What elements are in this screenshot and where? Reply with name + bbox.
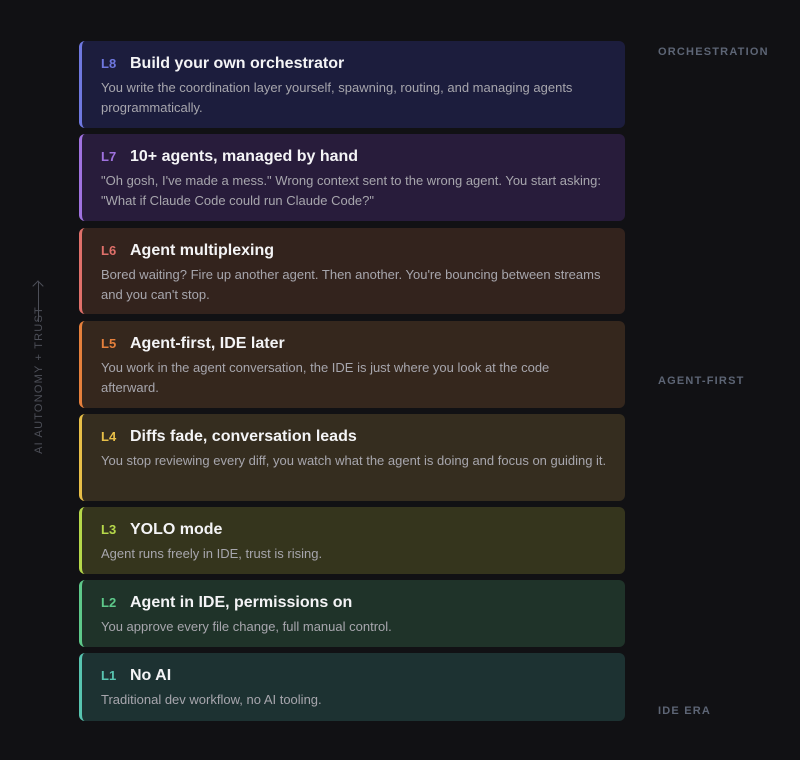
level-description: You write the coordination layer yoursel… [101, 80, 573, 115]
level-description: You approve every file change, full manu… [101, 619, 392, 634]
level-description: You work in the agent conversation, the … [101, 360, 550, 395]
level-card-l6: L6 Agent multiplexing Bored waiting? Fire … [79, 228, 625, 314]
card-header: L3 YOLO mode [101, 521, 607, 539]
axis-label: AI AUTONOMY + TRUST [33, 306, 45, 454]
level-badge: L1 [101, 668, 117, 683]
card-header: L1 No AI [101, 667, 607, 685]
level-description: Traditional dev workflow, no AI tooling. [101, 692, 322, 707]
card-header: L2 Agent in IDE, permissions on [101, 594, 607, 612]
level-title: 10+ agents, managed by hand [130, 148, 359, 165]
level-title: Agent multiplexing [130, 242, 274, 259]
card-header: L8 Build your own orchestrator [101, 55, 607, 73]
level-title: Build your own orchestrator [130, 55, 345, 72]
card-header: L5 Agent-first, IDE later [101, 335, 607, 353]
level-badge: L6 [101, 243, 117, 258]
level-card-l1: L1 No AI Traditional dev workflow, no AI t… [79, 653, 625, 721]
level-badge: L4 [101, 429, 117, 444]
level-card-l2: L2 Agent in IDE, permissions on You approv… [79, 580, 625, 647]
level-description: Bored waiting? Fire up another agent. Th… [101, 267, 601, 302]
level-title: Agent-first, IDE later [130, 335, 285, 352]
level-title: No AI [130, 667, 172, 684]
level-card-l8: L8 Build your own orchestrator You write t… [79, 41, 625, 128]
card-header: L6 Agent multiplexing [101, 242, 607, 260]
level-description: "Oh gosh, I've made a mess." Wrong conte… [101, 173, 601, 208]
level-badge: L7 [101, 149, 117, 164]
level-card-l7: L7 10+ agents, managed by hand "Oh gosh, I… [79, 134, 625, 221]
level-title: Diffs fade, conversation leads [130, 428, 357, 445]
side-label-orchestration: ORCHESTRATION [658, 46, 769, 58]
level-badge: L2 [101, 595, 117, 610]
arrow-up-icon [38, 282, 39, 322]
side-label-ide-era: IDE ERA [658, 705, 712, 717]
side-label-agent-first: AGENT-FIRST [658, 375, 745, 387]
level-badge: L3 [101, 522, 117, 537]
level-description: You stop reviewing every diff, you watch… [101, 453, 607, 468]
card-header: L4 Diffs fade, conversation leads [101, 428, 607, 446]
level-title: Agent in IDE, permissions on [130, 594, 353, 611]
level-badge: L8 [101, 56, 117, 71]
level-description: Agent runs freely in IDE, trust is risin… [101, 546, 323, 561]
level-title: YOLO mode [130, 521, 223, 538]
level-card-l3: L3 YOLO mode Agent runs freely in IDE, tru… [79, 507, 625, 574]
level-card-l5: L5 Agent-first, IDE later You work in the … [79, 321, 625, 408]
level-card-l4: L4 Diffs fade, conversation leads You stop… [79, 414, 625, 501]
level-badge: L5 [101, 336, 117, 351]
card-header: L7 10+ agents, managed by hand [101, 148, 607, 166]
